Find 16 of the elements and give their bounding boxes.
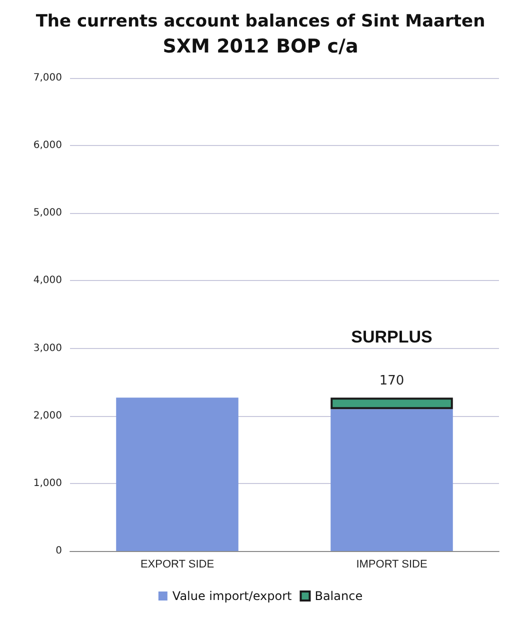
legend-label: Balance — [314, 589, 363, 603]
y-tick-label: 2,000 — [33, 410, 62, 422]
legend-label: Value import/export — [172, 589, 292, 603]
y-tick-label: 5,000 — [33, 208, 62, 219]
y-tick-label: 0 — [56, 546, 62, 556]
chart-title: The currents account balances of Sint Maarten — [36, 12, 486, 32]
y-tick-label: 7,000 — [33, 72, 62, 84]
y-tick-label: 1,000 — [33, 478, 62, 489]
annotation: SURPLUS — [351, 328, 432, 347]
x-tick-label: EXPORT SIDE — [140, 558, 214, 570]
y-tick-label: 3,000 — [33, 342, 62, 354]
data-label: 170 — [379, 374, 404, 389]
x-tick-label: IMPORT SIDE — [356, 558, 428, 570]
y-tick-label: 4,000 — [33, 275, 62, 286]
chart-subtitle: SXM 2012 BOP c/a — [162, 36, 358, 58]
y-tick-label: 6,000 — [33, 140, 62, 152]
